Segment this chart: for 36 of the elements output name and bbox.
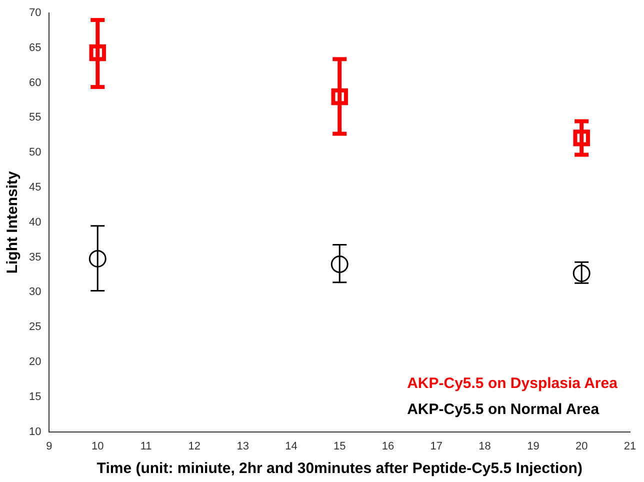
y-tick-label: 20 [28, 356, 42, 368]
x-tick-label: 17 [430, 440, 443, 452]
x-tick-label: 15 [333, 440, 346, 452]
x-axis-title: Time (unit: miniute, 2hr and 30minutes after Peptide-Cy5.5 Injection) [96, 460, 582, 478]
y-tick-label: 35 [28, 251, 42, 264]
y-axis-title: Light Intensity [4, 170, 22, 274]
y-tick-label: 65 [28, 42, 42, 54]
y-tick-label: 55 [28, 112, 42, 124]
text: AKP-Cy5.5 on Normal Area [407, 400, 600, 418]
y-tick-label: 10 [28, 426, 42, 438]
y-tick-label: 45 [28, 182, 42, 194]
x-tick-label: 19 [527, 440, 540, 452]
y-tick-label: 50 [28, 146, 42, 159]
y-tick-label: 40 [28, 216, 42, 228]
x-tick-label: 18 [478, 440, 491, 452]
x-tick-label: 20 [575, 440, 588, 452]
point [89, 44, 106, 62]
point [88, 250, 106, 268]
y-tick-label: 25 [28, 321, 42, 334]
x-tick-label: 16 [382, 440, 394, 452]
x-tick-label: 14 [285, 440, 298, 452]
point [572, 264, 590, 282]
x-tick-label: 13 [236, 440, 249, 452]
x-tick-label: 21 [624, 440, 636, 452]
text: AKP-Cy5.5 on Dysplasia Area [407, 374, 618, 392]
y-tick-label: 30 [28, 286, 42, 298]
x-tick-label: 9 [46, 440, 52, 452]
y-tick-label: 15 [28, 390, 42, 403]
x-tick-label: 12 [188, 440, 201, 452]
point [331, 88, 348, 106]
x-tick-label: 10 [92, 440, 104, 452]
y-tick-label: 60 [28, 76, 42, 89]
point [573, 130, 590, 146]
x-tick-label: 11 [140, 440, 152, 452]
point [330, 256, 348, 274]
y-tick-label: 70 [28, 7, 42, 20]
